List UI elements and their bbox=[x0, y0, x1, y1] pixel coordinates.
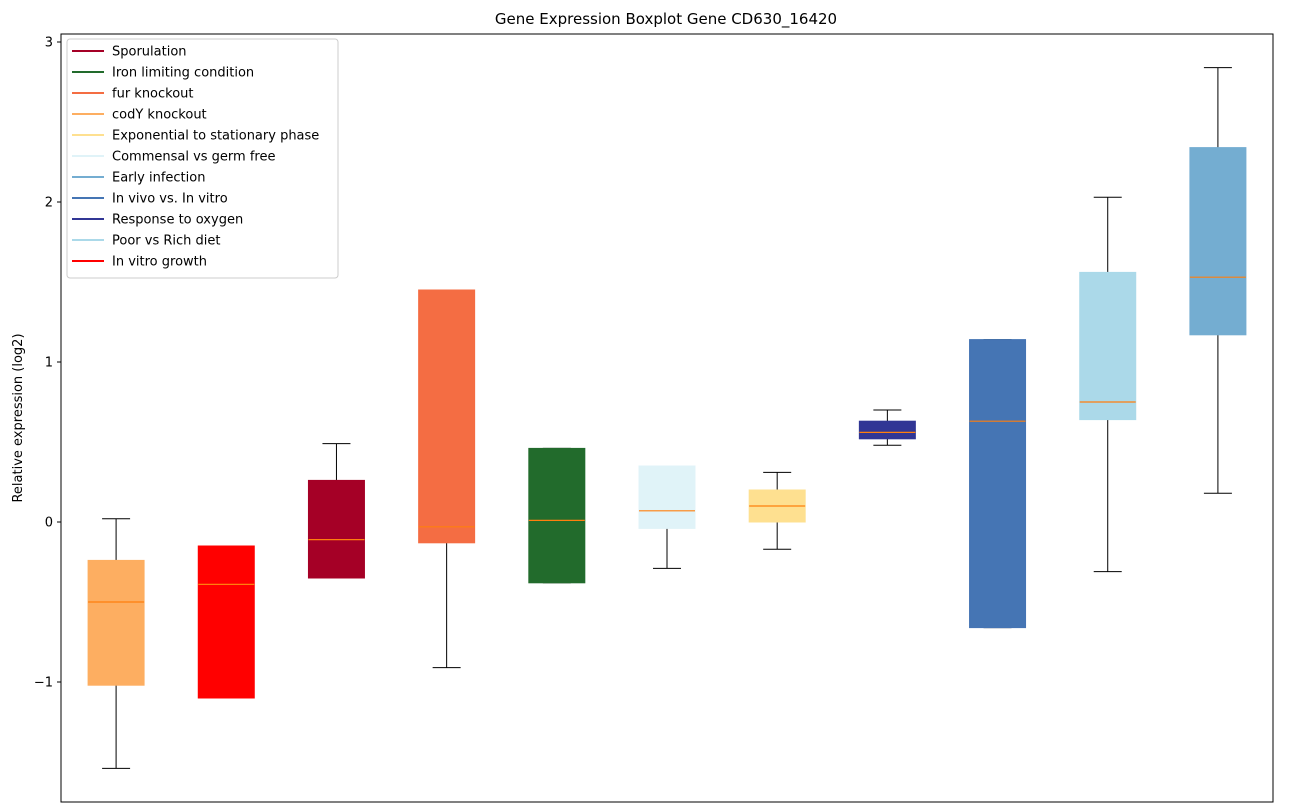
box-10 bbox=[1189, 67, 1247, 494]
legend-item: In vivo vs. In vitro bbox=[72, 192, 228, 207]
y-axis: −1 0 1 2 3 bbox=[34, 36, 61, 691]
legend-item: Early infection bbox=[72, 171, 205, 186]
y-tick-label: 1 bbox=[45, 356, 53, 371]
legend-label: Response to oxygen bbox=[112, 213, 243, 228]
legend-label: In vitro growth bbox=[112, 255, 207, 270]
legend-item: Response to oxygen bbox=[72, 213, 243, 228]
legend-item: Poor vs Rich diet bbox=[72, 234, 220, 249]
legend-item: fur knockout bbox=[72, 87, 194, 102]
box-4 bbox=[528, 447, 586, 584]
box-7 bbox=[858, 409, 916, 446]
box-9 bbox=[1079, 196, 1137, 573]
y-tick-label: −1 bbox=[34, 676, 53, 691]
plot-frame bbox=[60, 33, 1274, 803]
box-body bbox=[528, 447, 586, 584]
y-tick-label: 3 bbox=[45, 36, 53, 51]
legend: Sporulation Iron limiting condition fur kn… bbox=[66, 38, 339, 279]
legend-label: Poor vs Rich diet bbox=[112, 234, 220, 249]
box-3 bbox=[418, 289, 476, 669]
box-body bbox=[969, 339, 1027, 629]
box-body bbox=[197, 545, 255, 699]
legend-label: In vivo vs. In vitro bbox=[112, 192, 228, 207]
legend-label: Early infection bbox=[112, 171, 205, 186]
legend-label: codY knockout bbox=[112, 108, 207, 123]
box-body bbox=[307, 479, 365, 579]
y-tick-label: 0 bbox=[45, 516, 53, 531]
legend-item: Commensal vs germ free bbox=[72, 150, 275, 165]
box-8 bbox=[969, 339, 1027, 629]
box-body bbox=[1079, 271, 1137, 421]
legend-item: Exponential to stationary phase bbox=[72, 129, 319, 144]
y-axis-label: Relative expression (log2) bbox=[11, 333, 26, 502]
chart-title: Gene Expression Boxplot Gene CD630_16420 bbox=[495, 10, 837, 29]
box-5 bbox=[638, 465, 696, 569]
legend-item: codY knockout bbox=[72, 108, 207, 123]
legend-item: Sporulation bbox=[72, 45, 187, 60]
box-body bbox=[87, 559, 145, 686]
legend-label: Iron limiting condition bbox=[112, 66, 254, 81]
box-1 bbox=[197, 545, 255, 699]
legend-label: Sporulation bbox=[112, 45, 187, 60]
legend-label: fur knockout bbox=[112, 87, 194, 102]
box-2 bbox=[307, 443, 365, 579]
box-6 bbox=[748, 471, 806, 550]
legend-label: Commensal vs germ free bbox=[112, 150, 275, 165]
y-tick-label: 2 bbox=[45, 196, 53, 211]
box-body bbox=[1189, 147, 1247, 336]
legend-item: Iron limiting condition bbox=[72, 66, 254, 81]
box-body bbox=[418, 289, 476, 544]
legend-label: Exponential to stationary phase bbox=[112, 129, 319, 144]
boxes-layer bbox=[87, 67, 1247, 769]
box-0 bbox=[87, 518, 145, 769]
legend-item: In vitro growth bbox=[72, 255, 207, 270]
box-body bbox=[858, 420, 916, 440]
box-body bbox=[638, 465, 696, 529]
legend-frame bbox=[66, 38, 339, 279]
